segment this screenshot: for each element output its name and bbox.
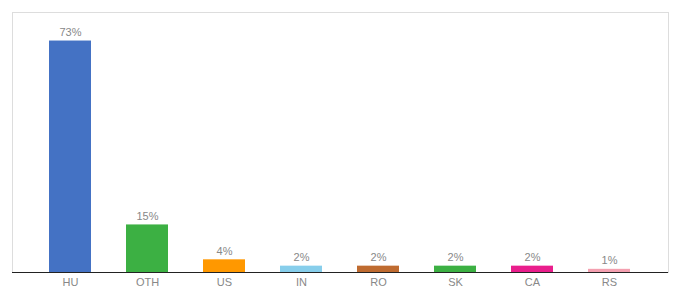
svg-text:2%: 2% [371, 251, 387, 263]
svg-text:HU: HU [63, 276, 79, 288]
svg-text:CA: CA [525, 276, 541, 288]
svg-text:IN: IN [296, 276, 307, 288]
svg-text:2%: 2% [525, 251, 541, 263]
svg-text:RS: RS [602, 276, 617, 288]
svg-text:73%: 73% [59, 26, 81, 38]
svg-text:4%: 4% [217, 245, 233, 257]
svg-text:SK: SK [448, 276, 463, 288]
svg-text:RO: RO [370, 276, 387, 288]
svg-text:OTH: OTH [136, 276, 159, 288]
svg-text:15%: 15% [136, 210, 158, 222]
svg-text:US: US [217, 276, 232, 288]
svg-text:2%: 2% [294, 251, 310, 263]
svg-text:2%: 2% [448, 251, 464, 263]
svg-text:1%: 1% [602, 254, 618, 266]
